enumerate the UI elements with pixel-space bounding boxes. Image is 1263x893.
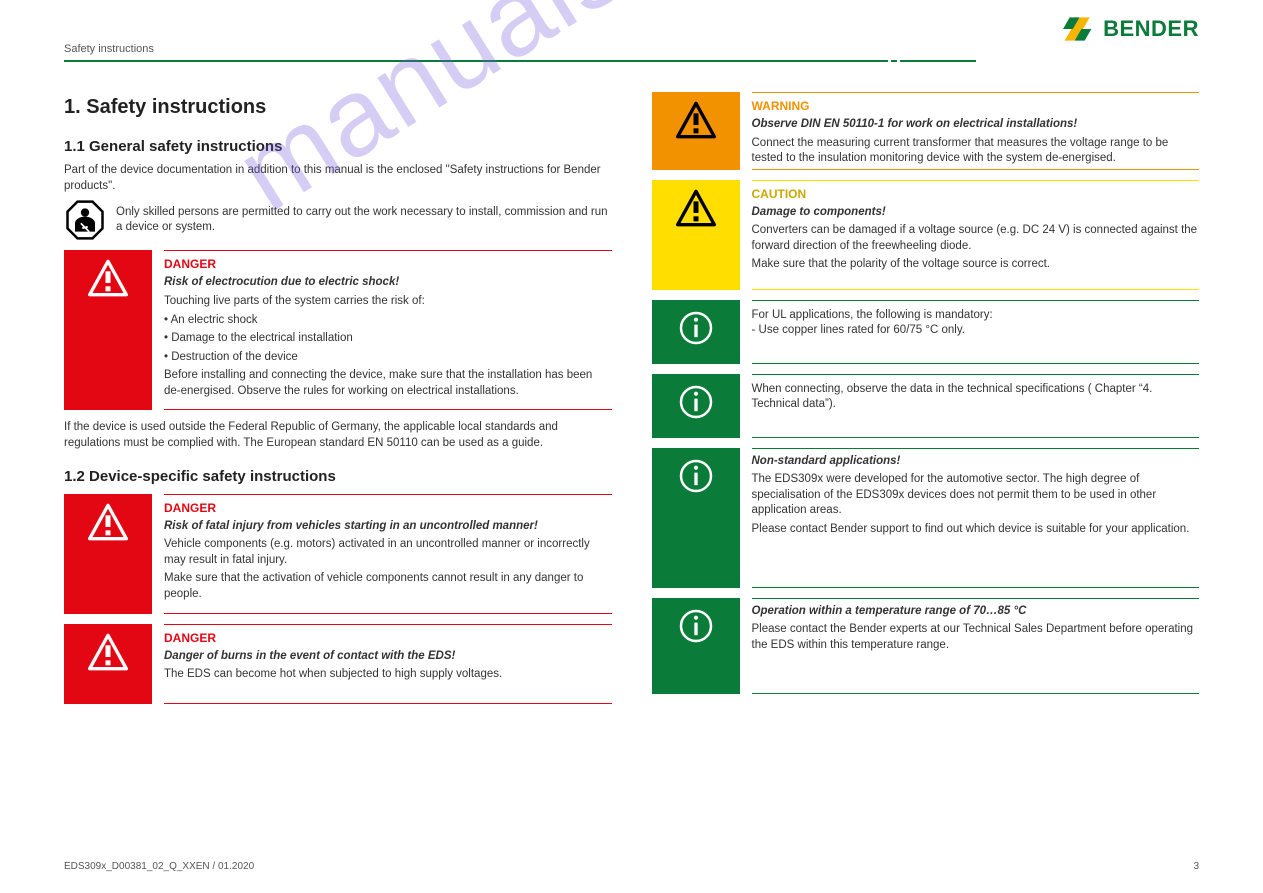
danger-title: Danger of burns in the event of contact … bbox=[164, 649, 612, 665]
info-line: Please contact the Bender experts at our… bbox=[752, 622, 1200, 653]
info-line: For UL applications, the following is ma… bbox=[752, 308, 1200, 339]
danger-line: • Damage to the electrical installation bbox=[164, 331, 612, 347]
callout-info-nonstandard: Non-standard applications! The EDS309x w… bbox=[652, 448, 1200, 588]
brand-header: BENDER bbox=[1061, 14, 1199, 44]
p-general-intro: Part of the device documentation in addi… bbox=[64, 163, 612, 194]
callout-body: CAUTION Damage to components! Converters… bbox=[740, 180, 1200, 290]
danger-line: Before installing and connecting the dev… bbox=[164, 368, 612, 399]
danger-line: • An electric shock bbox=[164, 313, 612, 329]
info-icon bbox=[676, 456, 716, 496]
h1-safety: 1. Safety instructions bbox=[64, 94, 612, 121]
warning-line: Connect the measuring current transforme… bbox=[752, 136, 1200, 167]
callout-danger-electrocution: DANGER Risk of electrocution due to elec… bbox=[64, 250, 612, 410]
page-root: BENDER Safety instructions manualshine.c… bbox=[0, 0, 1263, 893]
h2-general: 1.1 General safety instructions bbox=[64, 137, 612, 157]
warning-triangle-icon bbox=[674, 188, 718, 228]
danger-tile bbox=[64, 494, 152, 614]
callout-info-temperature: Operation within a temperature range of … bbox=[652, 598, 1200, 694]
callout-danger-burns: DANGER Danger of burns in the event of c… bbox=[64, 624, 612, 704]
danger-line: The EDS can become hot when subjected to… bbox=[164, 667, 612, 683]
callout-info-ul: For UL applications, the following is ma… bbox=[652, 300, 1200, 364]
info-icon bbox=[676, 308, 716, 348]
left-column: 1. Safety instructions 1.1 General safet… bbox=[64, 86, 612, 714]
danger-title: Risk of fatal injury from vehicles start… bbox=[164, 519, 612, 535]
caution-lead: CAUTION bbox=[752, 186, 1200, 202]
caution-line: Make sure that the polarity of the volta… bbox=[752, 257, 1200, 273]
info-line: Please contact Bender support to find ou… bbox=[752, 522, 1200, 538]
warning-tile bbox=[652, 92, 740, 170]
danger-tile bbox=[64, 624, 152, 704]
danger-line: Vehicle components (e.g. motors) activat… bbox=[164, 537, 612, 568]
callout-info-techdata: When connecting, observe the data in the… bbox=[652, 374, 1200, 438]
right-column: WARNING Observe DIN EN 50110-1 for work … bbox=[652, 86, 1200, 714]
info-tile bbox=[652, 374, 740, 438]
callout-caution: CAUTION Damage to components! Converters… bbox=[652, 180, 1200, 290]
info-line: When connecting, observe the data in the… bbox=[752, 382, 1200, 413]
info-title: Operation within a temperature range of … bbox=[752, 604, 1200, 620]
info-tile bbox=[652, 598, 740, 694]
danger-line: Make sure that the activation of vehicle… bbox=[164, 571, 612, 602]
info-line: The EDS309x were developed for the autom… bbox=[752, 472, 1200, 519]
callout-warning: WARNING Observe DIN EN 50110-1 for work … bbox=[652, 92, 1200, 170]
danger-lead: DANGER bbox=[164, 256, 612, 272]
danger-lead: DANGER bbox=[164, 630, 612, 646]
callout-body: Non-standard applications! The EDS309x w… bbox=[740, 448, 1200, 588]
caution-line: Converters can be damaged if a voltage s… bbox=[752, 223, 1200, 254]
danger-line: Touching live parts of the system carrie… bbox=[164, 294, 612, 310]
warning-lead: WARNING bbox=[752, 98, 1200, 114]
info-tile bbox=[652, 448, 740, 588]
caution-title: Damage to components! bbox=[752, 205, 1200, 221]
page-footer: EDS309x_D00381_02_Q_XXEN / 01.2020 3 bbox=[64, 860, 1199, 874]
danger-title: Risk of electrocution due to electric sh… bbox=[164, 275, 612, 291]
danger-line: • Destruction of the device bbox=[164, 350, 612, 366]
info-title: Non-standard applications! bbox=[752, 454, 1200, 470]
warning-triangle-icon bbox=[86, 632, 130, 672]
warning-title: Observe DIN EN 50110-1 for work on elect… bbox=[752, 117, 1200, 133]
footer-pagenum: 3 bbox=[1193, 860, 1199, 874]
callout-body: For UL applications, the following is ma… bbox=[740, 300, 1200, 364]
warning-triangle-icon bbox=[674, 100, 718, 140]
danger-lead: DANGER bbox=[164, 500, 612, 516]
warning-triangle-icon bbox=[86, 502, 130, 542]
caution-tile bbox=[652, 180, 740, 290]
callout-body: WARNING Observe DIN EN 50110-1 for work … bbox=[740, 92, 1200, 170]
info-icon bbox=[676, 606, 716, 646]
callout-body: Operation within a temperature range of … bbox=[740, 598, 1200, 694]
running-title: Safety instructions bbox=[64, 42, 154, 57]
p-outside-germany: If the device is used outside the Federa… bbox=[64, 420, 612, 451]
callout-danger-vehicle: DANGER Risk of fatal injury from vehicle… bbox=[64, 494, 612, 614]
specialist-text: Only skilled persons are permitted to ca… bbox=[116, 205, 612, 236]
h2-device-specific: 1.2 Device-specific safety instructions bbox=[64, 467, 612, 487]
callout-body: When connecting, observe the data in the… bbox=[740, 374, 1200, 438]
callout-body: DANGER Risk of fatal injury from vehicle… bbox=[152, 494, 612, 614]
content-columns: 1. Safety instructions 1.1 General safet… bbox=[64, 86, 1199, 714]
brand-name: BENDER bbox=[1103, 14, 1199, 44]
warning-triangle-icon bbox=[86, 258, 130, 298]
info-tile bbox=[652, 300, 740, 364]
info-icon bbox=[676, 382, 716, 422]
danger-tile bbox=[64, 250, 152, 410]
specialist-note: Only skilled persons are permitted to ca… bbox=[64, 200, 612, 240]
footer-docid: EDS309x_D00381_02_Q_XXEN / 01.2020 bbox=[64, 860, 254, 874]
brand-logo-icon bbox=[1061, 14, 1095, 44]
callout-body: DANGER Risk of electrocution due to elec… bbox=[152, 250, 612, 410]
skilled-person-icon bbox=[64, 200, 106, 240]
callout-body: DANGER Danger of burns in the event of c… bbox=[152, 624, 612, 704]
header-rule bbox=[64, 60, 1199, 62]
